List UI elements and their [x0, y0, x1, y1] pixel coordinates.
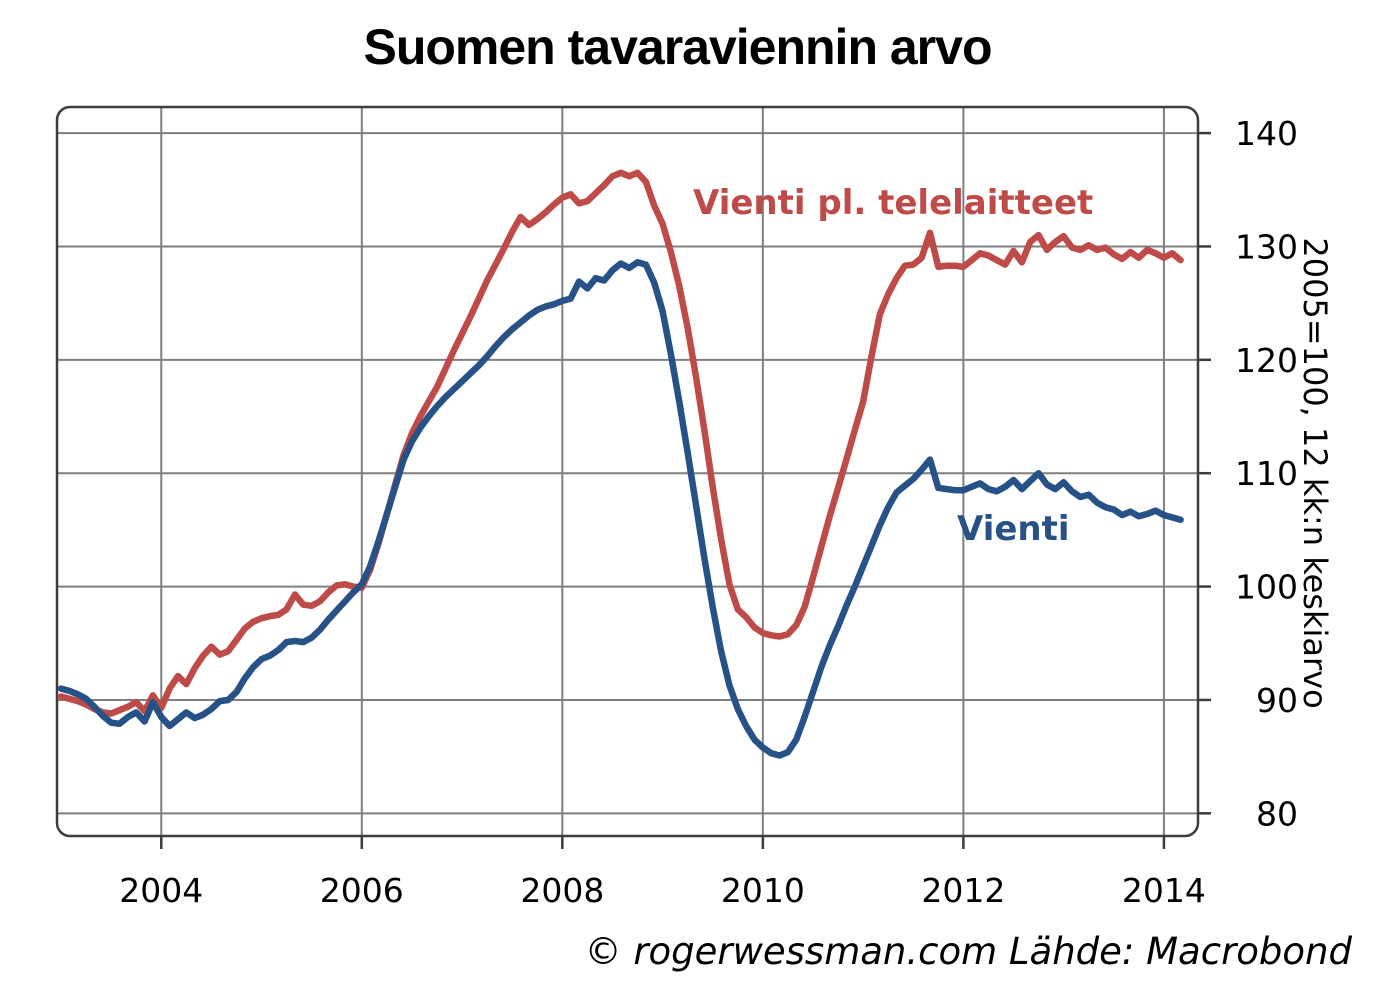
series-line-blue — [57, 259, 1184, 759]
series-label-red: Vienti pl. telelaitteet — [693, 183, 1094, 223]
source-attribution: © rogerwessman.com Lähde: Macrobond — [584, 930, 1352, 973]
x-tick-label: 2006 — [320, 871, 404, 910]
x-axis-tick-labels: 2004 2006 2008 2010 2012 2014 — [119, 871, 1206, 910]
y-axis-unit-label: 2005=100, 12 kk:n keskiarvo — [1296, 237, 1334, 709]
gridlines — [57, 107, 1198, 836]
y-axis-tick-labels: 80 90 100 110 120 130 140 — [1235, 114, 1298, 833]
y-tick-label: 90 — [1256, 681, 1298, 720]
y-tick-label: 140 — [1235, 114, 1298, 153]
axis-tick-marks — [160, 131, 1211, 849]
x-tick-label: 2012 — [921, 871, 1005, 910]
y-tick-label: 120 — [1235, 341, 1298, 380]
y-tick-label: 110 — [1235, 454, 1298, 493]
x-tick-label: 2004 — [119, 871, 203, 910]
chart-title: Suomen tavaraviennin arvo — [363, 19, 992, 75]
x-tick-label: 2010 — [721, 871, 805, 910]
series-line-red — [57, 169, 1184, 717]
x-tick-label: 2014 — [1122, 871, 1206, 910]
x-tick-label: 2008 — [520, 871, 604, 910]
y-tick-label: 80 — [1256, 794, 1298, 833]
y-tick-label: 130 — [1235, 227, 1298, 266]
plot-border — [55, 105, 1200, 838]
series-label-blue: Vienti — [957, 509, 1070, 549]
y-tick-label: 100 — [1235, 568, 1298, 607]
